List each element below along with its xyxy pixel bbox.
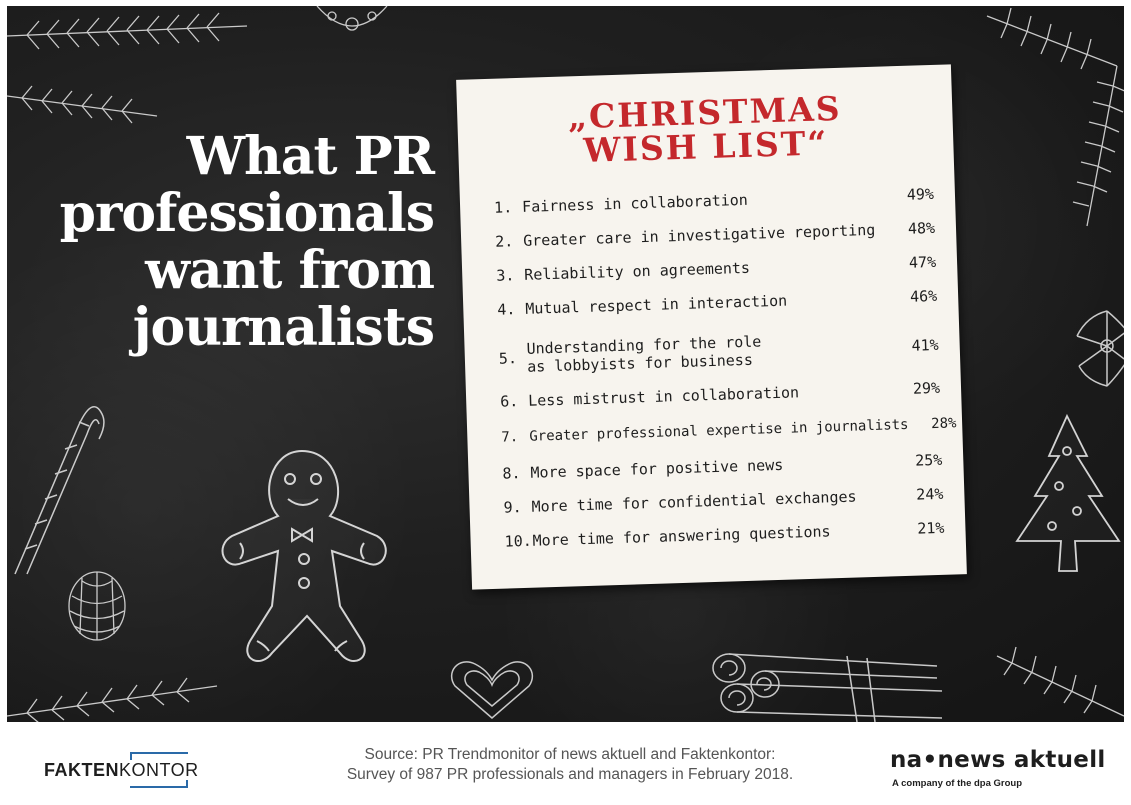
fir-branch-top-left-icon: [7, 6, 267, 136]
news-aktuell-tagline: A company of the dpa Group: [892, 778, 1023, 789]
wish-item-text: More time for confidential exchanges: [531, 487, 857, 516]
wish-item-number: 6.: [499, 392, 519, 411]
wish-item: 1. Fairness in collaboration 49%: [494, 185, 934, 217]
wish-item-number: 3.: [496, 266, 515, 285]
wish-item-number: 4.: [497, 300, 516, 319]
faktenkontor-logo: FAKTENKONTOR: [40, 752, 260, 788]
faktenkontor-bold: FAKTEN: [44, 760, 119, 780]
logo-frame-line: [186, 780, 188, 788]
wish-item: 6. Less mistrust in collaboration 29%: [500, 379, 940, 411]
wish-item-text: Greater care in investigative reporting: [522, 220, 876, 250]
wish-item-percent: 21%: [917, 518, 945, 538]
headline-line: want from: [145, 240, 435, 301]
wish-item: 5. Understanding for the role as lobbyis…: [498, 327, 939, 377]
wish-item-percent: 24%: [915, 484, 944, 504]
wish-item-number: 9.: [503, 498, 522, 517]
wish-item-percent: 28%: [930, 415, 957, 433]
wish-item-number: 5.: [498, 349, 518, 368]
footer: [0, 722, 1131, 805]
wish-item-text: Greater professional expertise in journa…: [529, 416, 909, 445]
wish-item: 10. More time for answering questions 21…: [504, 519, 944, 551]
tree-cookie-icon: [1007, 411, 1124, 576]
wish-list: 1. Fairness in collaboration 49% 2. Grea…: [456, 64, 967, 589]
candy-cane-icon: [7, 384, 117, 584]
wish-item-percent: 48%: [907, 218, 936, 238]
news-aktuell-logo: na•news aktuell A company of the dpa Gro…: [890, 747, 1110, 795]
fir-branch-bottom-right-icon: [987, 636, 1124, 722]
wish-item-percent: 29%: [912, 378, 941, 398]
heart-cookie-icon: [447, 658, 537, 722]
fir-branch-top-right-icon: [967, 6, 1124, 236]
snowflake-cookie-icon: [307, 6, 397, 56]
news-aktuell-wordmark: na•news aktuell: [890, 747, 1106, 773]
cinnamon-sticks-icon: [707, 646, 957, 722]
logo-frame-line: [130, 752, 188, 754]
fir-branch-bottom-left-icon: [7, 646, 227, 722]
headline-line: What PR: [186, 126, 435, 187]
wish-item-number: 10.: [504, 531, 533, 551]
wish-item-text: More time for answering questions: [532, 522, 831, 550]
wish-item-number: 7.: [501, 429, 519, 446]
wish-item-text: Understanding for the role as lobbyists …: [526, 332, 762, 376]
wish-item-percent: 41%: [911, 335, 939, 355]
wish-item: 2. Greater care in investigative reporti…: [495, 219, 935, 251]
wish-item: 3. Reliability on agreements 47%: [496, 253, 936, 285]
wish-item-text: Fairness in collaboration: [521, 190, 749, 216]
star-anise-icon: [1067, 291, 1124, 401]
wish-item-number: 8.: [502, 464, 521, 483]
wish-item: 7. Greater professional expertise in jou…: [501, 415, 957, 447]
wish-list-card: „CHRISTMAS WISH LIST“ 1. Fairness in col…: [456, 64, 967, 590]
gingerbread-man-icon: [212, 441, 392, 671]
headline-line: professionals: [59, 183, 435, 244]
wish-item-number: 1.: [493, 198, 513, 217]
wish-item: 9. More time for confidential exchanges …: [503, 485, 943, 517]
wish-item: 4. Mutual respect in interaction 46%: [497, 287, 937, 319]
wish-item-percent: 46%: [909, 286, 938, 306]
headline: What PR professionals want from journali…: [14, 126, 435, 358]
pine-cone-icon: [62, 566, 132, 646]
source-line: Survey of 987 PR professionals and manag…: [346, 766, 794, 783]
wish-item-percent: 25%: [914, 450, 943, 470]
wish-item-text: Less mistrust in collaboration: [527, 383, 800, 410]
faktenkontor-wordmark: FAKTENKONTOR: [44, 760, 199, 781]
logo-frame-line: [130, 752, 132, 760]
logo-frame-line: [130, 786, 188, 788]
wish-item-text: Reliability on agreements: [523, 258, 751, 284]
faktenkontor-light: KONTOR: [119, 760, 199, 780]
wish-item-number: 2.: [494, 232, 514, 251]
source-line: Source: PR Trendmonitor of news aktuell …: [364, 746, 776, 763]
headline-line: journalists: [132, 297, 435, 358]
wish-item-percent: 49%: [906, 184, 935, 204]
wish-item-percent: 47%: [908, 252, 937, 272]
source-note: Source: PR Trendmonitor of news aktuell …: [340, 745, 800, 785]
wish-item-text: More space for positive news: [530, 455, 784, 482]
wish-item: 8. More space for positive news 25%: [502, 451, 942, 483]
wish-item-text: Mutual respect in interaction: [525, 291, 788, 318]
